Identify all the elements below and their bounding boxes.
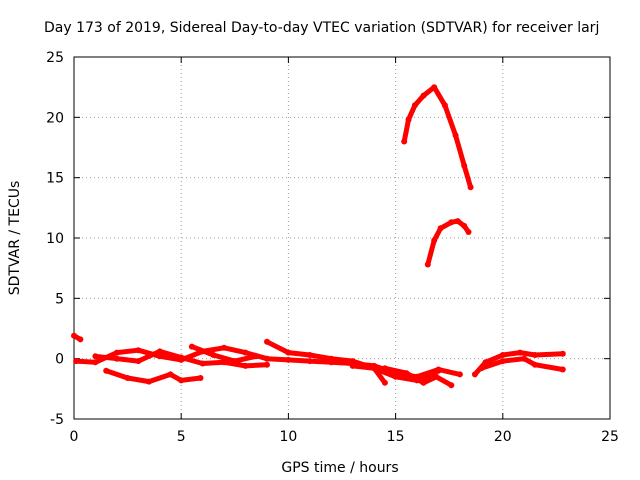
x-axis-label: GPS time / hours — [281, 460, 398, 476]
data-point — [306, 358, 313, 365]
data-point — [431, 237, 438, 244]
data-point — [178, 377, 185, 384]
data-point — [521, 355, 528, 362]
data-point — [103, 367, 110, 374]
data-point — [113, 355, 120, 362]
data-point — [199, 360, 206, 367]
data-point — [405, 116, 412, 123]
grid-layer — [74, 57, 610, 419]
data-point — [532, 352, 538, 358]
data-point — [431, 84, 438, 91]
tick-layer: 0 5 10 15 20 25 -5 0 5 10 15 20 25 — [46, 50, 619, 445]
data-point — [424, 261, 431, 268]
series-low-5 — [189, 344, 259, 364]
data-point — [499, 358, 506, 365]
series-layer — [71, 84, 566, 389]
y-tick-label: 25 — [46, 50, 64, 66]
data-point — [71, 332, 77, 339]
data-point — [306, 352, 313, 358]
data-point — [349, 358, 356, 365]
y-axis-label: SDTVAR / TECUs — [7, 181, 23, 296]
data-point — [231, 358, 238, 365]
data-point — [448, 219, 455, 226]
data-point — [221, 344, 228, 351]
data-point — [210, 352, 217, 358]
data-point — [124, 375, 131, 381]
data-point — [349, 362, 356, 369]
data-point — [285, 349, 292, 356]
data-point — [264, 338, 270, 345]
x-tick-label: 25 — [601, 429, 619, 445]
data-point — [559, 350, 566, 357]
data-point — [401, 138, 408, 145]
data-point — [381, 379, 388, 386]
data-point — [73, 358, 80, 365]
data-point — [285, 356, 292, 363]
data-point — [532, 361, 538, 368]
data-point — [437, 225, 444, 232]
data-point — [448, 382, 455, 389]
y-tick-label: 5 — [55, 291, 64, 307]
series-low-4 — [103, 368, 203, 385]
data-point — [461, 222, 468, 229]
series-arc-high — [401, 84, 474, 190]
data-point — [156, 348, 163, 355]
data-point — [454, 218, 461, 225]
x-tick-label: 20 — [494, 429, 512, 445]
data-point — [264, 361, 270, 368]
data-point — [471, 371, 478, 378]
data-point — [328, 355, 335, 362]
data-point — [420, 92, 427, 99]
data-point — [517, 349, 523, 356]
data-point — [441, 102, 448, 109]
data-point — [135, 347, 142, 354]
data-point — [371, 365, 378, 372]
data-point — [242, 349, 249, 356]
data-point — [433, 373, 440, 380]
data-point — [420, 379, 427, 386]
data-point — [403, 370, 410, 377]
data-point — [452, 132, 459, 139]
data-point — [381, 365, 388, 372]
data-point — [478, 365, 485, 372]
y-tick-label: 20 — [46, 110, 64, 126]
data-point — [456, 371, 463, 378]
data-point — [461, 162, 468, 169]
data-point — [197, 375, 204, 381]
data-point — [392, 373, 399, 380]
data-point — [465, 229, 472, 235]
y-tick-label: 0 — [55, 352, 64, 368]
data-point — [167, 371, 174, 378]
y-tick-label: -5 — [50, 412, 64, 428]
data-point — [92, 353, 99, 360]
data-point — [411, 102, 418, 109]
data-point — [178, 354, 185, 361]
x-tick-label: 15 — [387, 429, 405, 445]
data-point — [253, 353, 260, 360]
x-tick-label: 5 — [177, 429, 186, 445]
data-point — [435, 367, 442, 374]
data-point — [92, 359, 99, 366]
data-point — [467, 184, 474, 191]
data-point — [113, 349, 120, 356]
x-tick-label: 10 — [279, 429, 297, 445]
y-tick-label: 10 — [46, 231, 64, 247]
y-tick-label: 15 — [46, 171, 64, 187]
data-point — [188, 343, 195, 350]
data-point — [559, 366, 566, 373]
data-point — [146, 378, 152, 385]
data-point — [135, 358, 142, 365]
data-point — [499, 352, 506, 358]
x-tick-label: 0 — [70, 429, 79, 445]
chart-title: Day 173 of 2019, Sidereal Day-to-day VTE… — [44, 20, 599, 36]
data-point — [242, 362, 249, 369]
data-point — [77, 336, 84, 343]
data-point — [264, 355, 270, 362]
